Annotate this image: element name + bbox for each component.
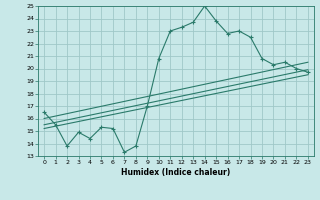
X-axis label: Humidex (Indice chaleur): Humidex (Indice chaleur)	[121, 168, 231, 177]
